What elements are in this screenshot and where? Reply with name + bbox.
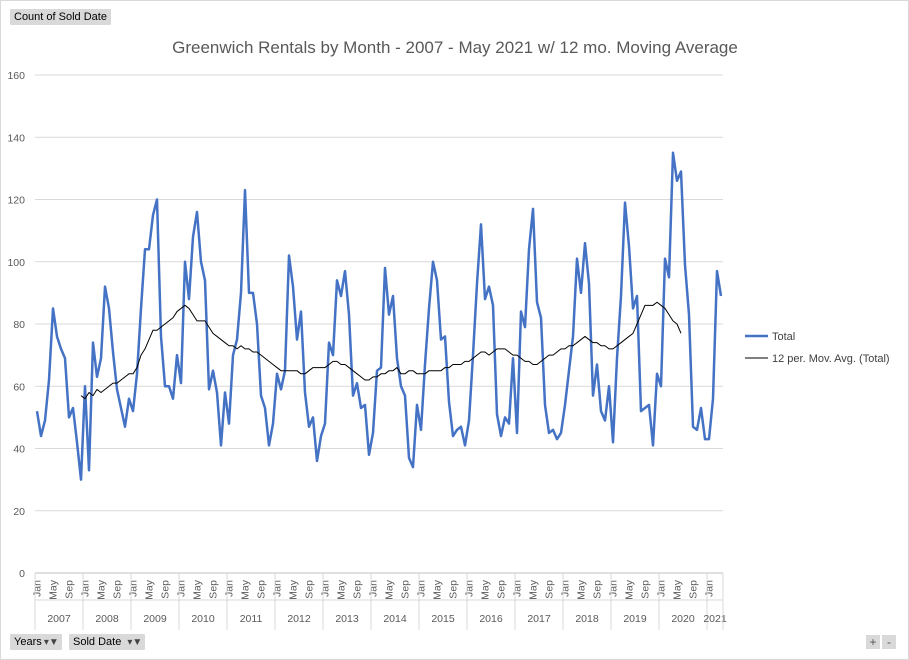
x-tick-label: Sep — [256, 580, 268, 599]
x-tick-label: Jan — [656, 580, 668, 597]
x-tick-label: May — [240, 579, 252, 600]
x-tick-label: May — [144, 579, 156, 600]
years-field-button[interactable]: Years ▾▼ — [10, 634, 62, 650]
y-tick-label: 80 — [13, 319, 25, 331]
expand-field-button[interactable]: + — [866, 635, 880, 649]
y-tick-label: 40 — [13, 444, 25, 456]
x-tick-label: May — [288, 579, 300, 600]
y-tick-label: 160 — [7, 70, 25, 82]
x-tick-label: Sep — [592, 580, 604, 599]
x-tick-label: Sep — [160, 580, 172, 599]
year-label: 2009 — [143, 613, 167, 625]
year-label: 2018 — [575, 613, 599, 625]
y-tick-label: 140 — [7, 132, 25, 144]
x-tick-label: Sep — [112, 580, 124, 599]
x-tick-label: May — [480, 579, 492, 600]
year-label: 2010 — [191, 613, 215, 625]
x-tick-label: Sep — [688, 580, 700, 599]
value-field-button[interactable]: Count of Sold Date — [10, 9, 111, 25]
y-tick-label: 120 — [7, 195, 25, 207]
legend: Total 12 per. Mov. Avg. (Total) — [745, 331, 890, 365]
y-tick-label: 60 — [13, 381, 25, 393]
year-label: 2017 — [527, 613, 551, 625]
year-label: 2016 — [479, 613, 503, 625]
x-tick-label: Jan — [272, 580, 284, 597]
y-tick-label: 0 — [19, 568, 25, 580]
year-label: 2012 — [287, 613, 311, 625]
x-tick-label: Jan — [80, 580, 92, 597]
year-label: 2020 — [671, 613, 695, 625]
x-tick-label: Sep — [640, 580, 652, 599]
years-field-label: Years — [14, 636, 42, 648]
filter-icon[interactable]: ▾▼ — [127, 637, 143, 648]
x-tick-label: May — [624, 579, 636, 600]
x-tick-label: Jan — [32, 580, 44, 597]
y-axis: 0 20 40 60 80 100 120 140 160 — [7, 70, 25, 580]
x-tick-label: May — [672, 579, 684, 600]
x-tick-label: Jan — [368, 580, 380, 597]
y-tick-label: 100 — [7, 257, 25, 269]
x-tick-label: Jan — [320, 580, 332, 597]
x-tick-label: May — [528, 579, 540, 600]
x-tick-label: Jan — [128, 580, 140, 597]
year-label: 2007 — [47, 613, 71, 625]
x-tick-label: Sep — [544, 580, 556, 599]
y-tick-label: 20 — [13, 506, 25, 518]
x-tick-label: Jan — [176, 580, 188, 597]
year-label: 2008 — [95, 613, 119, 625]
series-line-moving-average — [80, 301, 682, 400]
sold-date-field-label: Sold Date — [73, 636, 122, 648]
year-label: 2015 — [431, 613, 455, 625]
x-tick-label: Sep — [304, 580, 316, 599]
year-label: 2014 — [383, 613, 407, 625]
year-label: 2019 — [623, 613, 647, 625]
x-tick-label: Jan — [704, 580, 716, 597]
x-tick-label: May — [96, 579, 108, 600]
series-lines — [35, 151, 723, 481]
x-tick-label: May — [48, 579, 60, 600]
collapse-field-button[interactable]: - — [882, 635, 896, 649]
x-tick-label: Sep — [400, 580, 412, 599]
x-tick-label: Jan — [464, 580, 476, 597]
x-axis: Jan May Sep Jan May Sep Jan May Sep Jan May Sep Jan M… — [32, 573, 727, 630]
series-line-total — [35, 151, 723, 481]
x-tick-label: Sep — [496, 580, 508, 599]
x-tick-label: Jan — [608, 580, 620, 597]
x-tick-label: May — [576, 579, 588, 600]
year-label: 2013 — [335, 613, 359, 625]
chart-title: Greenwich Rentals by Month - 2007 - May … — [172, 38, 738, 57]
x-tick-label: Sep — [64, 580, 76, 599]
x-tick-label: May — [336, 579, 348, 600]
x-tick-label: Jan — [560, 580, 572, 597]
x-tick-label: May — [384, 579, 396, 600]
x-tick-label: Jan — [512, 580, 524, 597]
x-tick-label: Sep — [352, 580, 364, 599]
x-tick-label: Jan — [224, 580, 236, 597]
x-tick-label: Sep — [208, 580, 220, 599]
filter-icon[interactable]: ▾▼ — [43, 637, 59, 648]
x-tick-label: Jan — [416, 580, 428, 597]
year-label: 2011 — [240, 613, 263, 625]
x-tick-label: Sep — [448, 580, 460, 599]
legend-label-total: Total — [772, 331, 795, 343]
legend-label-moving-average: 12 per. Mov. Avg. (Total) — [772, 353, 890, 365]
year-label: 2021 — [703, 613, 727, 625]
gridlines — [35, 74, 723, 574]
x-tick-label: May — [192, 579, 204, 600]
sold-date-field-button[interactable]: Sold Date ▾▼ — [69, 634, 146, 650]
x-tick-label: May — [432, 579, 444, 600]
